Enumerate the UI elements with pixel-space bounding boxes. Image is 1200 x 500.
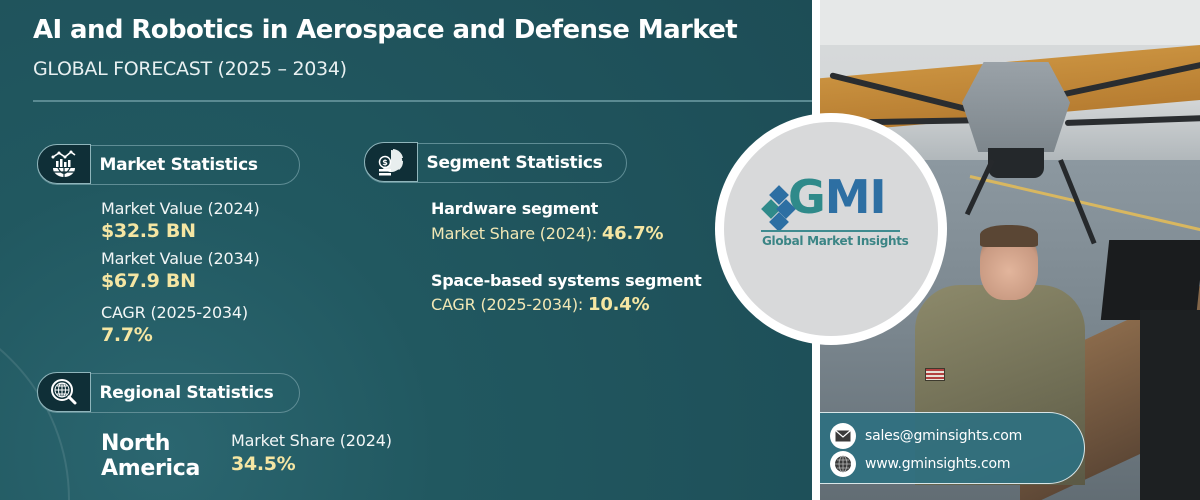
regional-share-value: 34.5% xyxy=(231,453,296,475)
space-segment-cagr-label: CAGR (2025-2034): xyxy=(431,295,584,314)
globe-search-icon xyxy=(36,372,91,413)
segment-statistics-heading: Segment Statistics xyxy=(426,153,603,173)
contact-box: sales@gminsights.com www.gminsights.com xyxy=(820,412,1085,484)
market-statistics-header: Market Statistics xyxy=(36,144,300,185)
space-segment-cagr: CAGR (2025-2034): 10.4% xyxy=(431,294,650,315)
contact-email[interactable]: sales@gminsights.com xyxy=(865,428,1023,444)
pie-chart-coins-icon: $ xyxy=(363,142,418,183)
gmi-logo-tagline: Global Market Insights xyxy=(762,234,909,248)
regional-statistics-heading: Regional Statistics xyxy=(99,383,274,403)
drone xyxy=(962,62,1070,152)
cagr-value: 7.7% xyxy=(101,324,153,346)
regional-statistics-header: Regional Statistics xyxy=(36,372,300,413)
market-value-2024-label: Market Value (2024) xyxy=(101,199,260,218)
flag-patch xyxy=(925,368,945,381)
page-title: AI and Robotics in Aerospace and Defense… xyxy=(33,15,738,45)
header-divider xyxy=(33,100,812,102)
hardware-segment-title: Hardware segment xyxy=(431,199,599,218)
hardware-segment-share: Market Share (2024): 46.7% xyxy=(431,223,663,244)
contact-website-row[interactable]: www.gminsights.com xyxy=(830,451,1010,477)
info-panel: AI and Robotics in Aerospace and Defense… xyxy=(0,0,812,500)
cagr-label: CAGR (2025-2034) xyxy=(101,303,248,322)
regional-share-label: Market Share (2024) xyxy=(231,431,392,450)
globe-icon xyxy=(830,451,856,477)
hardware-segment-share-label: Market Share (2024): xyxy=(431,224,597,243)
market-value-2034-value: $67.9 BN xyxy=(101,270,196,292)
contact-website[interactable]: www.gminsights.com xyxy=(865,456,1011,472)
space-segment-cagr-value: 10.4% xyxy=(588,294,650,315)
chart-globe-icon xyxy=(36,144,91,185)
page-subtitle: GLOBAL FORECAST (2025 – 2034) xyxy=(33,58,347,80)
gmi-logo-letters: GMI xyxy=(788,170,887,224)
space-segment-title: Space-based systems segment xyxy=(431,271,702,290)
segment-statistics-header: $ Segment Statistics xyxy=(363,142,627,183)
contact-email-row[interactable]: sales@gminsights.com xyxy=(830,423,1022,449)
region-name-line2: America xyxy=(101,456,201,481)
region-name: North America xyxy=(101,431,200,481)
svg-text:$: $ xyxy=(382,158,388,167)
region-name-line1: North xyxy=(101,431,171,456)
gmi-logo-badge: GMI Global Market Insights xyxy=(715,113,947,345)
market-statistics-heading: Market Statistics xyxy=(99,155,258,175)
hardware-segment-share-value: 46.7% xyxy=(601,223,664,244)
market-value-2024-value: $32.5 BN xyxy=(101,220,196,242)
market-value-2034-label: Market Value (2034) xyxy=(101,249,260,268)
envelope-icon xyxy=(830,423,856,449)
